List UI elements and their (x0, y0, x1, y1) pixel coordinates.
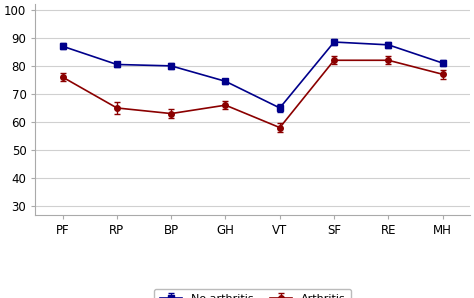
Legend: No arthritis, Arthritis: No arthritis, Arthritis (154, 289, 351, 298)
